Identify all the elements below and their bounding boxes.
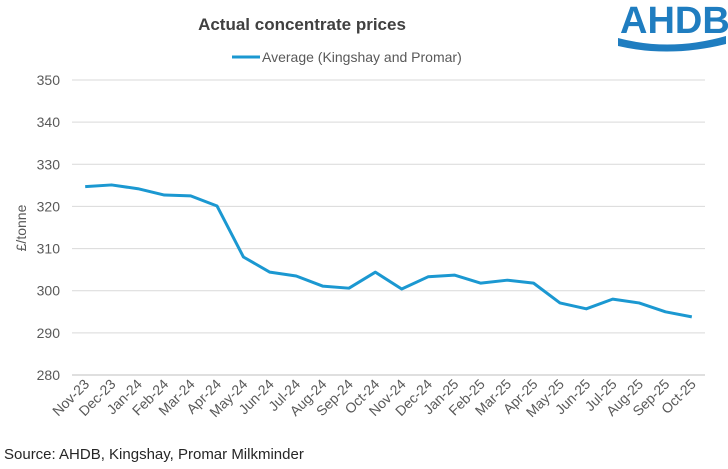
y-axis-label: £/tonne: [13, 204, 29, 251]
logo: AHDB: [618, 0, 728, 52]
y-tick-label: 290: [37, 325, 61, 341]
y-tick-label: 280: [37, 367, 61, 383]
logo-text: AHDB: [620, 0, 728, 42]
y-tick-label: 320: [37, 198, 61, 214]
source: Source: AHDB, Kingshay, Promar Milkminde…: [4, 446, 304, 463]
chart-title: Actual concentrate prices: [198, 15, 406, 34]
y-tick-label: 330: [37, 156, 61, 172]
y-tick-label: 340: [37, 114, 61, 130]
legend-label: Average (Kingshay and Promar): [262, 49, 462, 65]
y-tick-label: 310: [37, 241, 61, 257]
y-tick-label: 300: [37, 283, 61, 299]
data-line: [85, 183, 693, 319]
y-tick-label: 350: [37, 72, 61, 88]
logo-swoosh: [618, 36, 726, 52]
